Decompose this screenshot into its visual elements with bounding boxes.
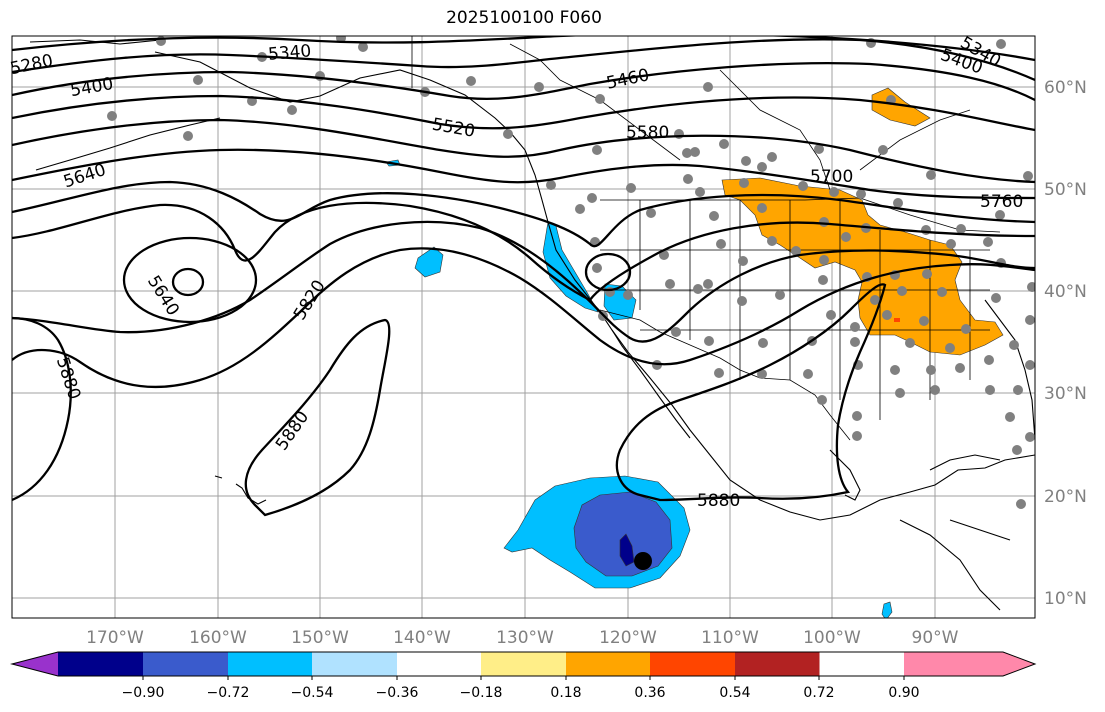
lon-label: 120°W	[599, 628, 657, 648]
colorbar-segment	[735, 652, 820, 676]
colorbar-outline	[10, 651, 1037, 677]
map-frame	[11, 35, 1036, 619]
colorbar-segment	[228, 652, 313, 676]
colorbar-tick-label: 0.54	[719, 685, 750, 701]
lat-label: 60°N	[1044, 78, 1087, 98]
latitude-labels: 60°N 50°N 40°N 30°N 20°N 10°N	[1044, 78, 1087, 609]
colorbar-tick-label: 0.90	[888, 685, 919, 701]
colorbar-extend-max	[1003, 652, 1035, 676]
cyclone-marker	[634, 552, 652, 570]
colorbar-segment	[904, 652, 1003, 676]
colorbar-segment	[143, 652, 229, 676]
colorbar-tick-label: 0.72	[803, 685, 834, 701]
longitude-labels: 170°W 160°W 150°W 140°W 130°W 120°W 110°…	[86, 628, 959, 648]
colorbar-tick-label: −0.72	[207, 685, 250, 701]
colorbar-segment	[397, 652, 482, 676]
lat-label: 20°N	[1044, 487, 1087, 507]
colorbar: −0.90 −0.72 −0.54 −0.36 −0.18 0.18 0.36 …	[10, 651, 1037, 701]
lon-label: 110°W	[701, 628, 759, 648]
colorbar-tick-label: −0.18	[460, 685, 503, 701]
lon-label: 140°W	[393, 628, 451, 648]
colorbar-tick-label: 0.18	[550, 685, 581, 701]
lat-label: 50°N	[1044, 180, 1087, 200]
colorbar-segment	[58, 652, 144, 676]
height-contours	[12, 36, 1035, 517]
lon-label: 100°W	[803, 628, 861, 648]
colorbar-extend-min	[12, 652, 58, 676]
lon-label: 170°W	[86, 628, 144, 648]
lat-label: 30°N	[1044, 384, 1087, 404]
colorbar-tick-label: −0.90	[122, 685, 165, 701]
map-title: 2025100100 F060	[446, 8, 602, 28]
contour-label-5700: 5700	[810, 167, 853, 187]
colorbar-tick-label: −0.54	[291, 685, 334, 701]
positive-shading-spot	[894, 318, 900, 322]
lon-label: 90°W	[912, 628, 959, 648]
colorbar-segment	[650, 652, 736, 676]
colorbar-tick-label: −0.36	[376, 685, 419, 701]
lat-label: 40°N	[1044, 282, 1087, 302]
lon-label: 130°W	[496, 628, 554, 648]
colorbar-tick-labels: −0.90 −0.72 −0.54 −0.36 −0.18 0.18 0.36 …	[122, 685, 920, 701]
contour-label-5760: 5760	[980, 192, 1023, 212]
colorbar-segment	[481, 652, 567, 676]
station-dots	[107, 36, 1035, 509]
contour-label-5340-west: 5340	[267, 41, 312, 65]
colorbar-tick-label: 0.36	[634, 685, 665, 701]
colorbar-segment	[312, 652, 398, 676]
lon-label: 150°W	[291, 628, 349, 648]
contour-label-5880-east: 5880	[697, 491, 740, 511]
lat-label: 10°N	[1044, 589, 1087, 609]
lon-label: 160°W	[189, 628, 247, 648]
contour-label-5580: 5580	[626, 123, 669, 143]
colorbar-segment	[566, 652, 651, 676]
